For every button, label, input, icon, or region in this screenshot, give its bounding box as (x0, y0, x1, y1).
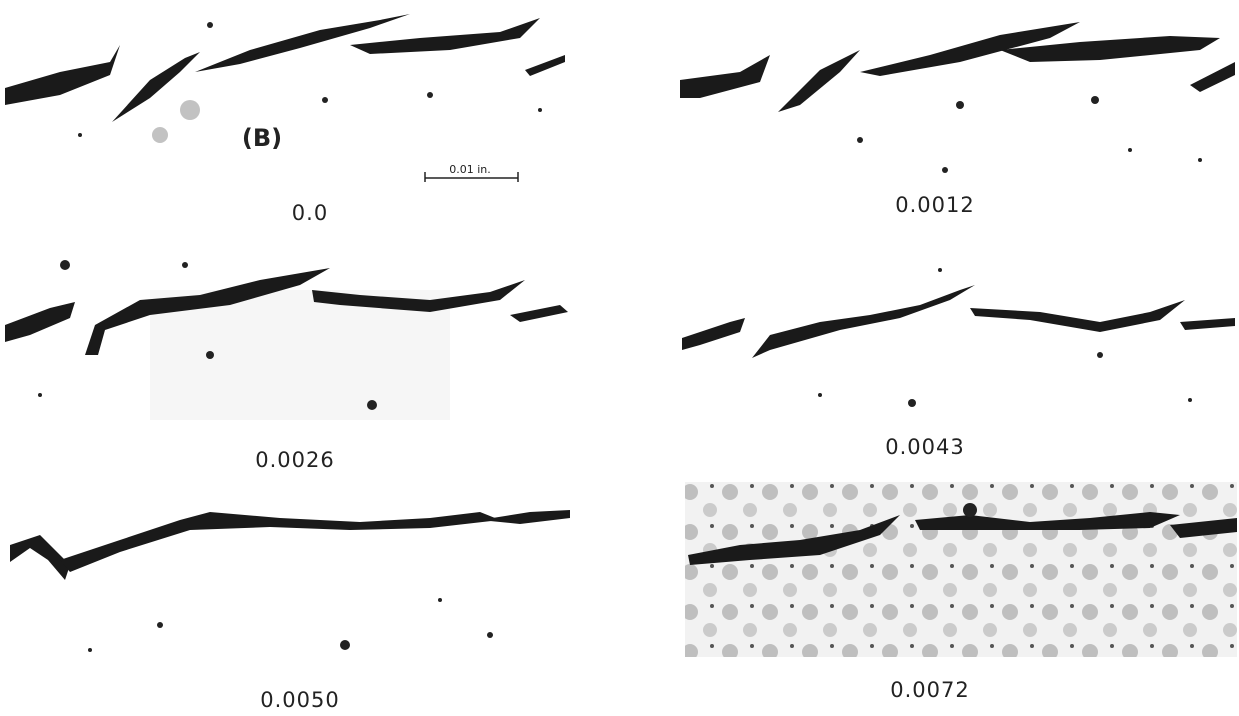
micrograph: 0.01 in. (B) (5, 14, 565, 182)
micrograph (5, 260, 568, 420)
micrograph (10, 510, 570, 652)
panel-label: 0.0043 (885, 435, 964, 459)
panel-label: 0.0012 (895, 193, 974, 217)
micrograph (680, 22, 1235, 173)
micrograph (685, 482, 1237, 657)
part-label: (B) (242, 124, 282, 152)
panel-label: 0.0072 (890, 678, 969, 702)
panel-label: 0.0 (292, 201, 328, 225)
panel-label: 0.0050 (260, 688, 339, 712)
scale-label: 0.01 in. (449, 163, 491, 176)
panel-label: 0.0026 (255, 448, 334, 472)
micrograph (682, 268, 1235, 407)
